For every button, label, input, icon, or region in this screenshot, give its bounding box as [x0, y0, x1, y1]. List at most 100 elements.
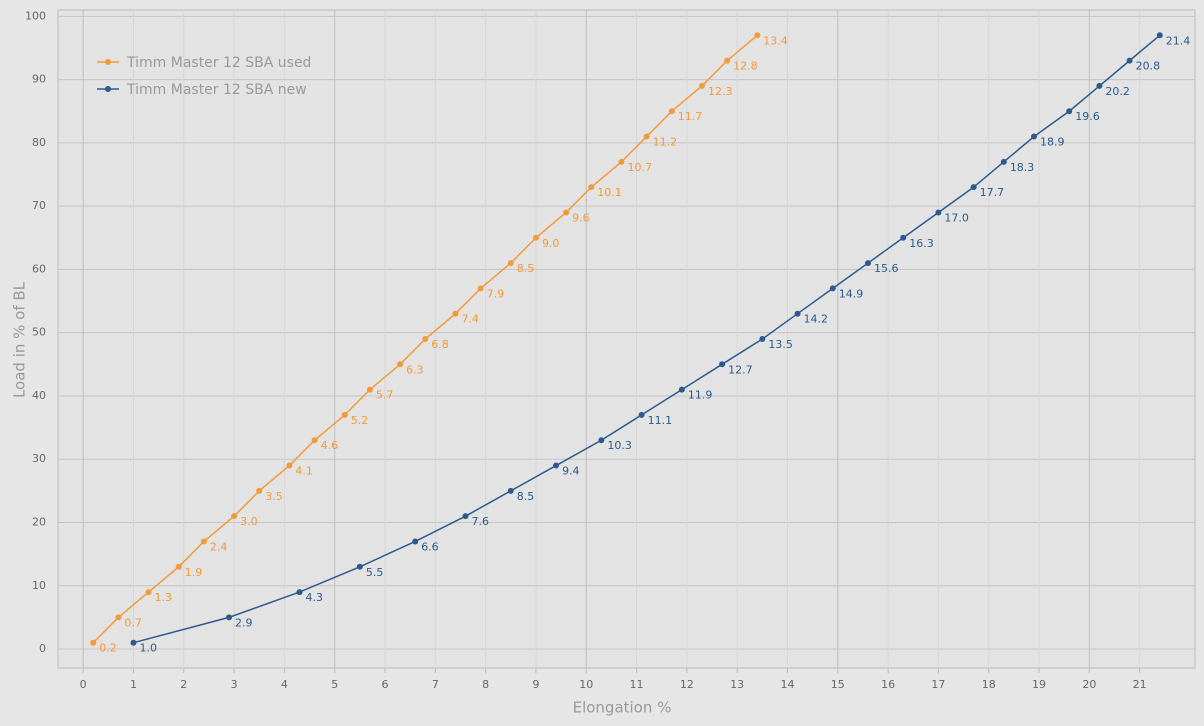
x-tick-label: 10	[579, 678, 593, 691]
data-label: 5.7	[376, 389, 394, 402]
x-tick-label: 1	[130, 678, 137, 691]
data-point	[145, 589, 152, 596]
data-label: 0.2	[99, 642, 117, 655]
data-point	[759, 336, 766, 342]
x-tick-label: 21	[1133, 678, 1147, 691]
y-tick-label: 90	[32, 73, 46, 86]
y-tick-label: 70	[32, 199, 46, 212]
data-point	[130, 639, 137, 646]
data-point	[1126, 57, 1133, 64]
x-tick-label: 3	[231, 678, 238, 691]
data-label: 3.5	[265, 490, 283, 503]
data-point	[588, 184, 595, 191]
data-label: 10.1	[597, 186, 622, 199]
data-point	[532, 234, 539, 241]
data-label: 1.9	[185, 566, 203, 579]
x-tick-label: 11	[630, 678, 644, 691]
data-point	[507, 260, 514, 267]
data-label: 1.0	[139, 642, 157, 655]
data-point	[256, 487, 263, 494]
data-point	[231, 513, 238, 520]
data-label: 8.5	[517, 262, 535, 275]
data-label: 15.6	[874, 262, 899, 275]
data-label: 12.3	[708, 85, 733, 98]
data-point	[698, 82, 705, 89]
data-point	[366, 386, 373, 393]
data-label: 9.0	[542, 237, 560, 250]
y-tick-label: 60	[32, 262, 46, 275]
data-label: 16.3	[909, 237, 934, 250]
x-axis-title: Elongation %	[573, 699, 672, 717]
data-label: 19.6	[1075, 110, 1100, 123]
data-label: 14.9	[839, 287, 864, 300]
data-point	[1096, 82, 1103, 89]
data-point	[200, 538, 207, 545]
data-point	[1066, 108, 1073, 115]
data-point	[829, 285, 836, 292]
data-label: 7.9	[487, 287, 505, 300]
data-label: 4.3	[305, 591, 323, 604]
data-point	[462, 513, 469, 520]
data-label: 10.7	[627, 161, 652, 174]
data-label: 6.8	[431, 338, 449, 351]
data-label: 20.2	[1105, 85, 1130, 98]
y-axis-title: Load in % of BL	[11, 281, 29, 398]
data-point	[356, 563, 363, 570]
data-label: 6.6	[421, 540, 439, 553]
data-point	[970, 184, 977, 191]
data-label: 4.6	[321, 439, 339, 452]
data-point	[900, 234, 907, 241]
data-point	[638, 411, 645, 418]
data-point	[618, 158, 625, 165]
data-point	[341, 411, 348, 418]
x-tick-label: 18	[982, 678, 996, 691]
x-tick-label: 20	[1082, 678, 1096, 691]
y-tick-label: 0	[39, 642, 46, 655]
data-point	[678, 386, 685, 393]
data-label: 5.2	[351, 414, 369, 427]
x-tick-label: 19	[1032, 678, 1046, 691]
data-label: 12.8	[733, 60, 758, 73]
data-label: 7.4	[461, 313, 479, 326]
data-label: 12.7	[728, 363, 753, 376]
data-label: 0.7	[124, 616, 141, 629]
data-point	[668, 108, 675, 115]
data-point	[724, 57, 731, 64]
data-label: 1.3	[155, 591, 173, 604]
data-point	[422, 336, 429, 342]
data-label: 3.0	[240, 515, 258, 528]
data-point	[311, 437, 318, 444]
y-tick-label: 50	[32, 326, 46, 339]
data-point	[296, 589, 303, 596]
y-tick-label: 30	[32, 452, 46, 465]
data-label: 17.7	[980, 186, 1005, 199]
x-tick-label: 13	[730, 678, 744, 691]
data-point	[794, 310, 801, 317]
legend-marker	[105, 86, 111, 92]
data-label: 11.7	[678, 110, 703, 123]
x-tick-label: 6	[382, 678, 389, 691]
data-point	[1000, 158, 1007, 165]
data-label: 11.9	[688, 389, 713, 402]
data-label: 9.6	[572, 211, 590, 224]
data-label: 17.0	[944, 211, 969, 224]
plot-area	[57, 9, 1196, 669]
y-tick-label: 20	[32, 515, 46, 528]
data-label: 18.9	[1040, 136, 1065, 149]
data-point	[1156, 32, 1163, 39]
x-tick-label: 5	[331, 678, 338, 691]
legend-text: Timm Master 12 SBA new	[126, 82, 307, 98]
data-point	[412, 538, 419, 545]
data-point	[643, 133, 650, 140]
data-point	[452, 310, 459, 317]
data-point	[397, 361, 404, 368]
x-tick-label: 0	[80, 678, 87, 691]
data-point	[1031, 133, 1038, 140]
data-label: 10.3	[607, 439, 632, 452]
data-label: 8.5	[517, 490, 535, 503]
data-point	[864, 260, 871, 267]
x-tick-label: 17	[931, 678, 945, 691]
x-tick-label: 8	[482, 678, 489, 691]
data-label: 11.2	[653, 136, 678, 149]
